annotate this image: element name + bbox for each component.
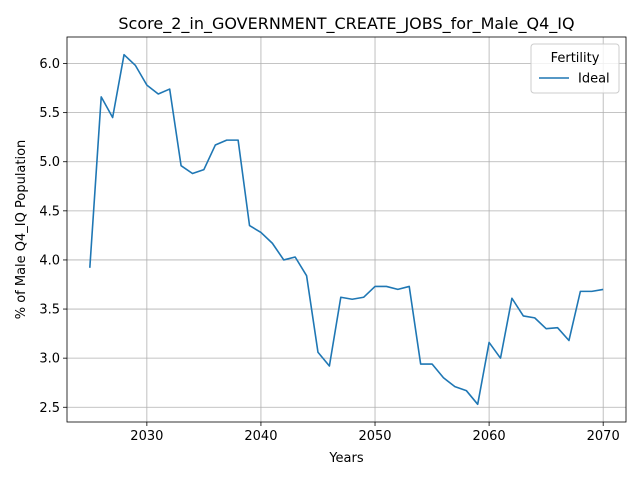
y-tick-label: 3.0: [39, 352, 60, 367]
y-tick-label: 6.0: [39, 57, 60, 72]
y-axis-label: % of Male Q4_IQ Population: [14, 140, 29, 320]
plot-frame: [66, 36, 627, 423]
y-tick-label: 4.5: [39, 204, 60, 219]
series-line-ideal: [89, 53, 604, 406]
legend: Fertility Ideal: [530, 43, 620, 94]
legend-title: Fertility: [551, 51, 600, 66]
x-tick-label: 2050: [358, 429, 391, 444]
x-axis-label: Years: [328, 451, 364, 466]
x-tick-label: 2060: [473, 429, 506, 444]
y-tick-label: 2.5: [39, 401, 60, 416]
legend-box: [530, 43, 620, 94]
y-tick-label: 4.0: [39, 253, 60, 268]
grid: [67, 37, 626, 422]
chart-title: Score_2_in_GOVERNMENT_CREATE_JOBS_for_Ma…: [118, 14, 574, 34]
x-tick-label: 2040: [244, 429, 277, 444]
series-layer: [89, 53, 604, 406]
x-tick-label: 2070: [587, 429, 620, 444]
y-tick-label: 5.0: [39, 155, 60, 170]
y-tick-label: 3.5: [39, 303, 60, 318]
y-axis: 2.5 3.0 3.5 4.0 4.5 5.0 5.5 6.0: [39, 57, 67, 416]
x-axis: 2030 2040 2050 2060 2070: [130, 422, 620, 444]
y-tick-label: 5.5: [39, 106, 60, 121]
x-tick-label: 2030: [130, 429, 163, 444]
legend-label-ideal: Ideal: [578, 72, 610, 87]
